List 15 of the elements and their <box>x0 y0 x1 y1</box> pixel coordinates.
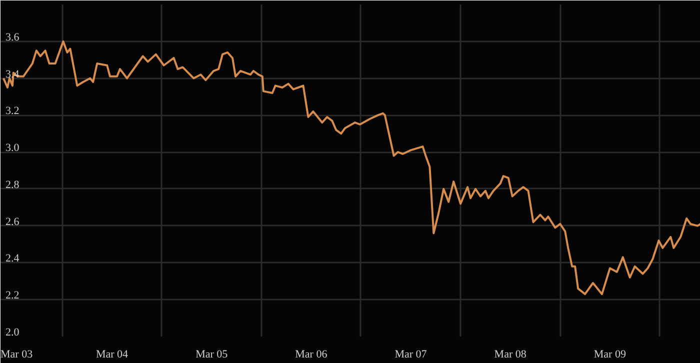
x-tick-label: Mar 04 <box>96 348 129 360</box>
x-tick-label: Mar 06 <box>295 348 328 360</box>
y-tick-label: 3.2 <box>6 105 20 118</box>
y-tick-label: 2.0 <box>6 326 20 338</box>
x-tick-label: Mar 09 <box>594 348 626 360</box>
x-tick-label: Mar 07 <box>394 348 428 360</box>
x-tick-label: Mar 03 <box>0 348 34 360</box>
y-tick-label: 3.0 <box>6 142 20 154</box>
x-tick-label: Mar 08 <box>494 348 527 360</box>
y-tick-label: 2.4 <box>6 252 20 265</box>
y-tick-label: 3.6 <box>6 31 20 44</box>
y-tick-label: 2.8 <box>6 178 20 191</box>
x-tick-label: Mar 05 <box>196 348 228 360</box>
y-tick-label: 2.6 <box>6 216 20 228</box>
y-tick-label: 2.2 <box>6 290 20 302</box>
